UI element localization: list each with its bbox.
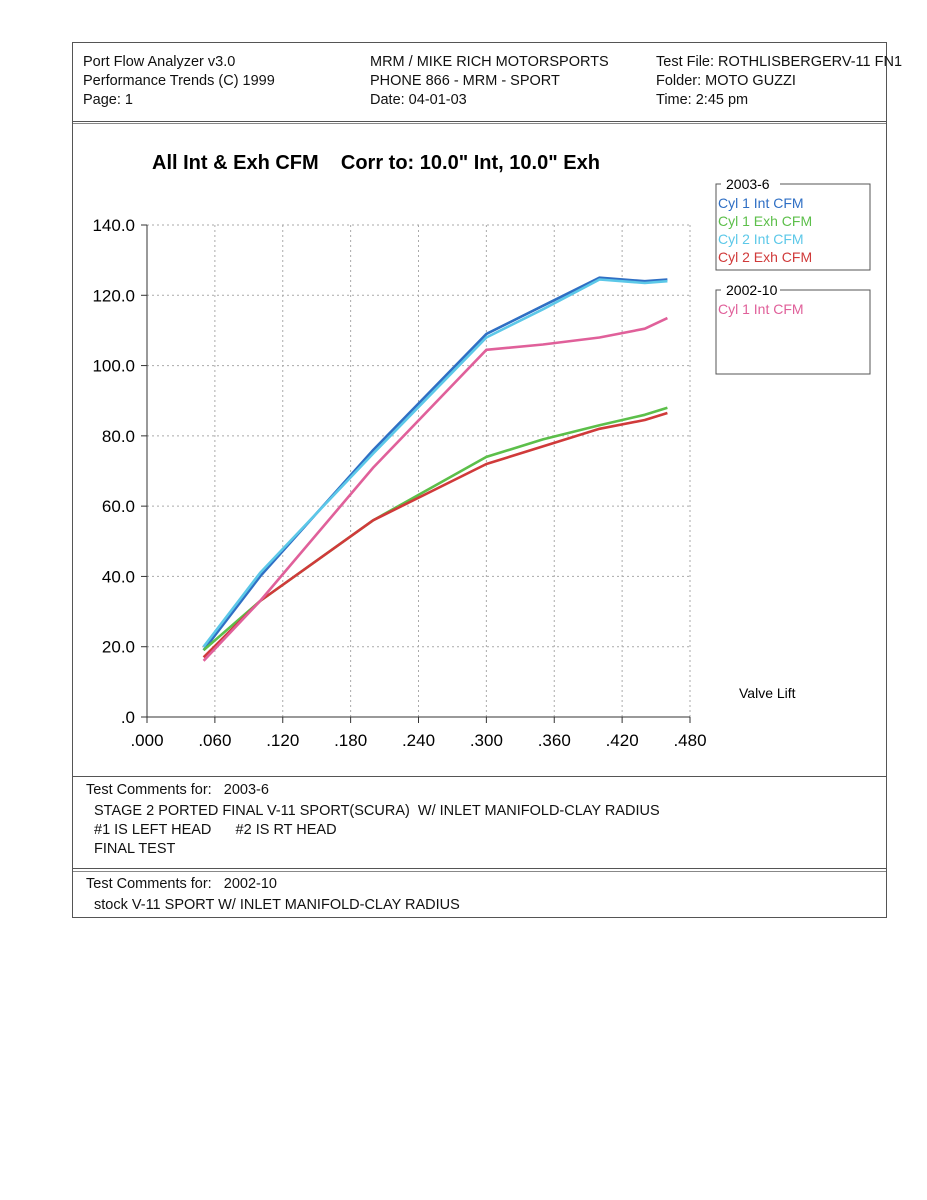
comment-line: STAGE 2 PORTED FINAL V-11 SPORT(SCURA) W…: [94, 803, 660, 819]
x-tick-label: .360: [538, 731, 571, 750]
legend-group-title: 2003-6: [726, 176, 770, 192]
header-center: MRM / MIKE RICH MOTORSPORTS PHONE 866 - …: [370, 53, 609, 110]
legend-entry: Cyl 1 Int CFM: [718, 301, 804, 317]
comment-line: stock V-11 SPORT W/ INLET MANIFOLD-CLAY …: [94, 897, 460, 913]
y-tick-label: 120.0: [92, 286, 135, 305]
comments-block-2: Test Comments for: 2002-10 stock V-11 SP…: [73, 871, 886, 917]
x-tick-label: .000: [130, 731, 163, 750]
chart-axes: .0 20.0 40.0 60.0 80.0 100.0 120.0 140.0 .000 .06…: [92, 216, 706, 750]
flow-chart: All Int & Exh CFM Corr to: 10.0" Int, 10…: [92, 152, 871, 750]
comment-line: FINAL TEST: [94, 841, 176, 857]
report-header: Port Flow Analyzer v3.0 Performance Tren…: [73, 43, 902, 122]
chart-area: All Int & Exh CFM Corr to: 10.0" Int, 10…: [73, 123, 886, 777]
chart-grid: [147, 224, 691, 717]
legend-entry: Cyl 2 Int CFM: [718, 231, 804, 247]
copyright-line: Performance Trends (C) 1999: [83, 73, 275, 89]
header-right: Test File: ROTHLISBERGERV-11 FN1 Folder:…: [656, 53, 902, 110]
report-frame: Port Flow Analyzer v3.0 Performance Tren…: [72, 42, 902, 918]
comments-block-1: Test Comments for: 2003-6 STAGE 2 PORTED…: [73, 778, 886, 869]
y-tick-label: 140.0: [92, 216, 135, 235]
x-axis-label: Valve Lift: [739, 685, 796, 701]
x-tick-label: .060: [198, 731, 231, 750]
header-left: Port Flow Analyzer v3.0 Performance Tren…: [83, 53, 275, 110]
x-tick-label: .240: [402, 731, 435, 750]
x-tick-label: .480: [673, 731, 706, 750]
legend-group-title: 2002-10: [726, 282, 778, 298]
y-tick-label: 60.0: [102, 497, 135, 516]
series-line-2003-6-cyl-2-exh-cfm: [202, 411, 668, 659]
y-tick-label: .0: [121, 708, 135, 727]
y-tick-label: 100.0: [92, 357, 135, 376]
report-date: Date: 04-01-03: [370, 92, 467, 108]
legend-entry: Cyl 1 Exh CFM: [718, 213, 812, 229]
report-time: Time: 2:45 pm: [656, 92, 749, 108]
software-name: Port Flow Analyzer v3.0: [83, 54, 236, 70]
legend-entry: Cyl 2 Exh CFM: [718, 249, 812, 265]
legend-box: [715, 289, 871, 375]
series-line-2003-6-cyl-1-int-cfm: [202, 276, 668, 651]
y-tick-label: 20.0: [102, 638, 135, 657]
x-tick-label: .180: [334, 731, 367, 750]
comments-heading-1: Test Comments for: 2003-6: [86, 782, 269, 798]
company-name: MRM / MIKE RICH MOTORSPORTS: [370, 54, 609, 70]
legend-entry: Cyl 1 Int CFM: [718, 195, 804, 211]
chart-series: [202, 276, 668, 662]
comment-line: #1 IS LEFT HEAD #2 IS RT HEAD: [94, 822, 337, 838]
test-file: Test File: ROTHLISBERGERV-11 FN1: [656, 54, 903, 70]
y-tick-label: 80.0: [102, 427, 135, 446]
page-number: Page: 1: [83, 92, 133, 108]
company-phone: PHONE 866 - MRM - SPORT: [370, 73, 560, 89]
chart-legend: 2003-6 Cyl 1 Int CFM Cyl 1 Exh CFM Cyl 2 In…: [715, 176, 871, 375]
folder-name: Folder: MOTO GUZZI: [656, 73, 796, 89]
series-line-2003-6-cyl-1-exh-cfm: [202, 406, 668, 652]
legend-box: [715, 183, 871, 271]
x-tick-label: .420: [606, 731, 639, 750]
x-tick-label: .300: [470, 731, 503, 750]
series-line-2002-10-cyl-1-int-cfm: [202, 316, 668, 662]
series-line-2003-6-cyl-2-int-cfm: [202, 278, 668, 648]
comments-heading-2: Test Comments for: 2002-10: [86, 876, 277, 892]
x-tick-label: .120: [266, 731, 299, 750]
y-tick-label: 40.0: [102, 567, 135, 586]
chart-title: All Int & Exh CFM Corr to: 10.0" Int, 10…: [152, 152, 600, 174]
